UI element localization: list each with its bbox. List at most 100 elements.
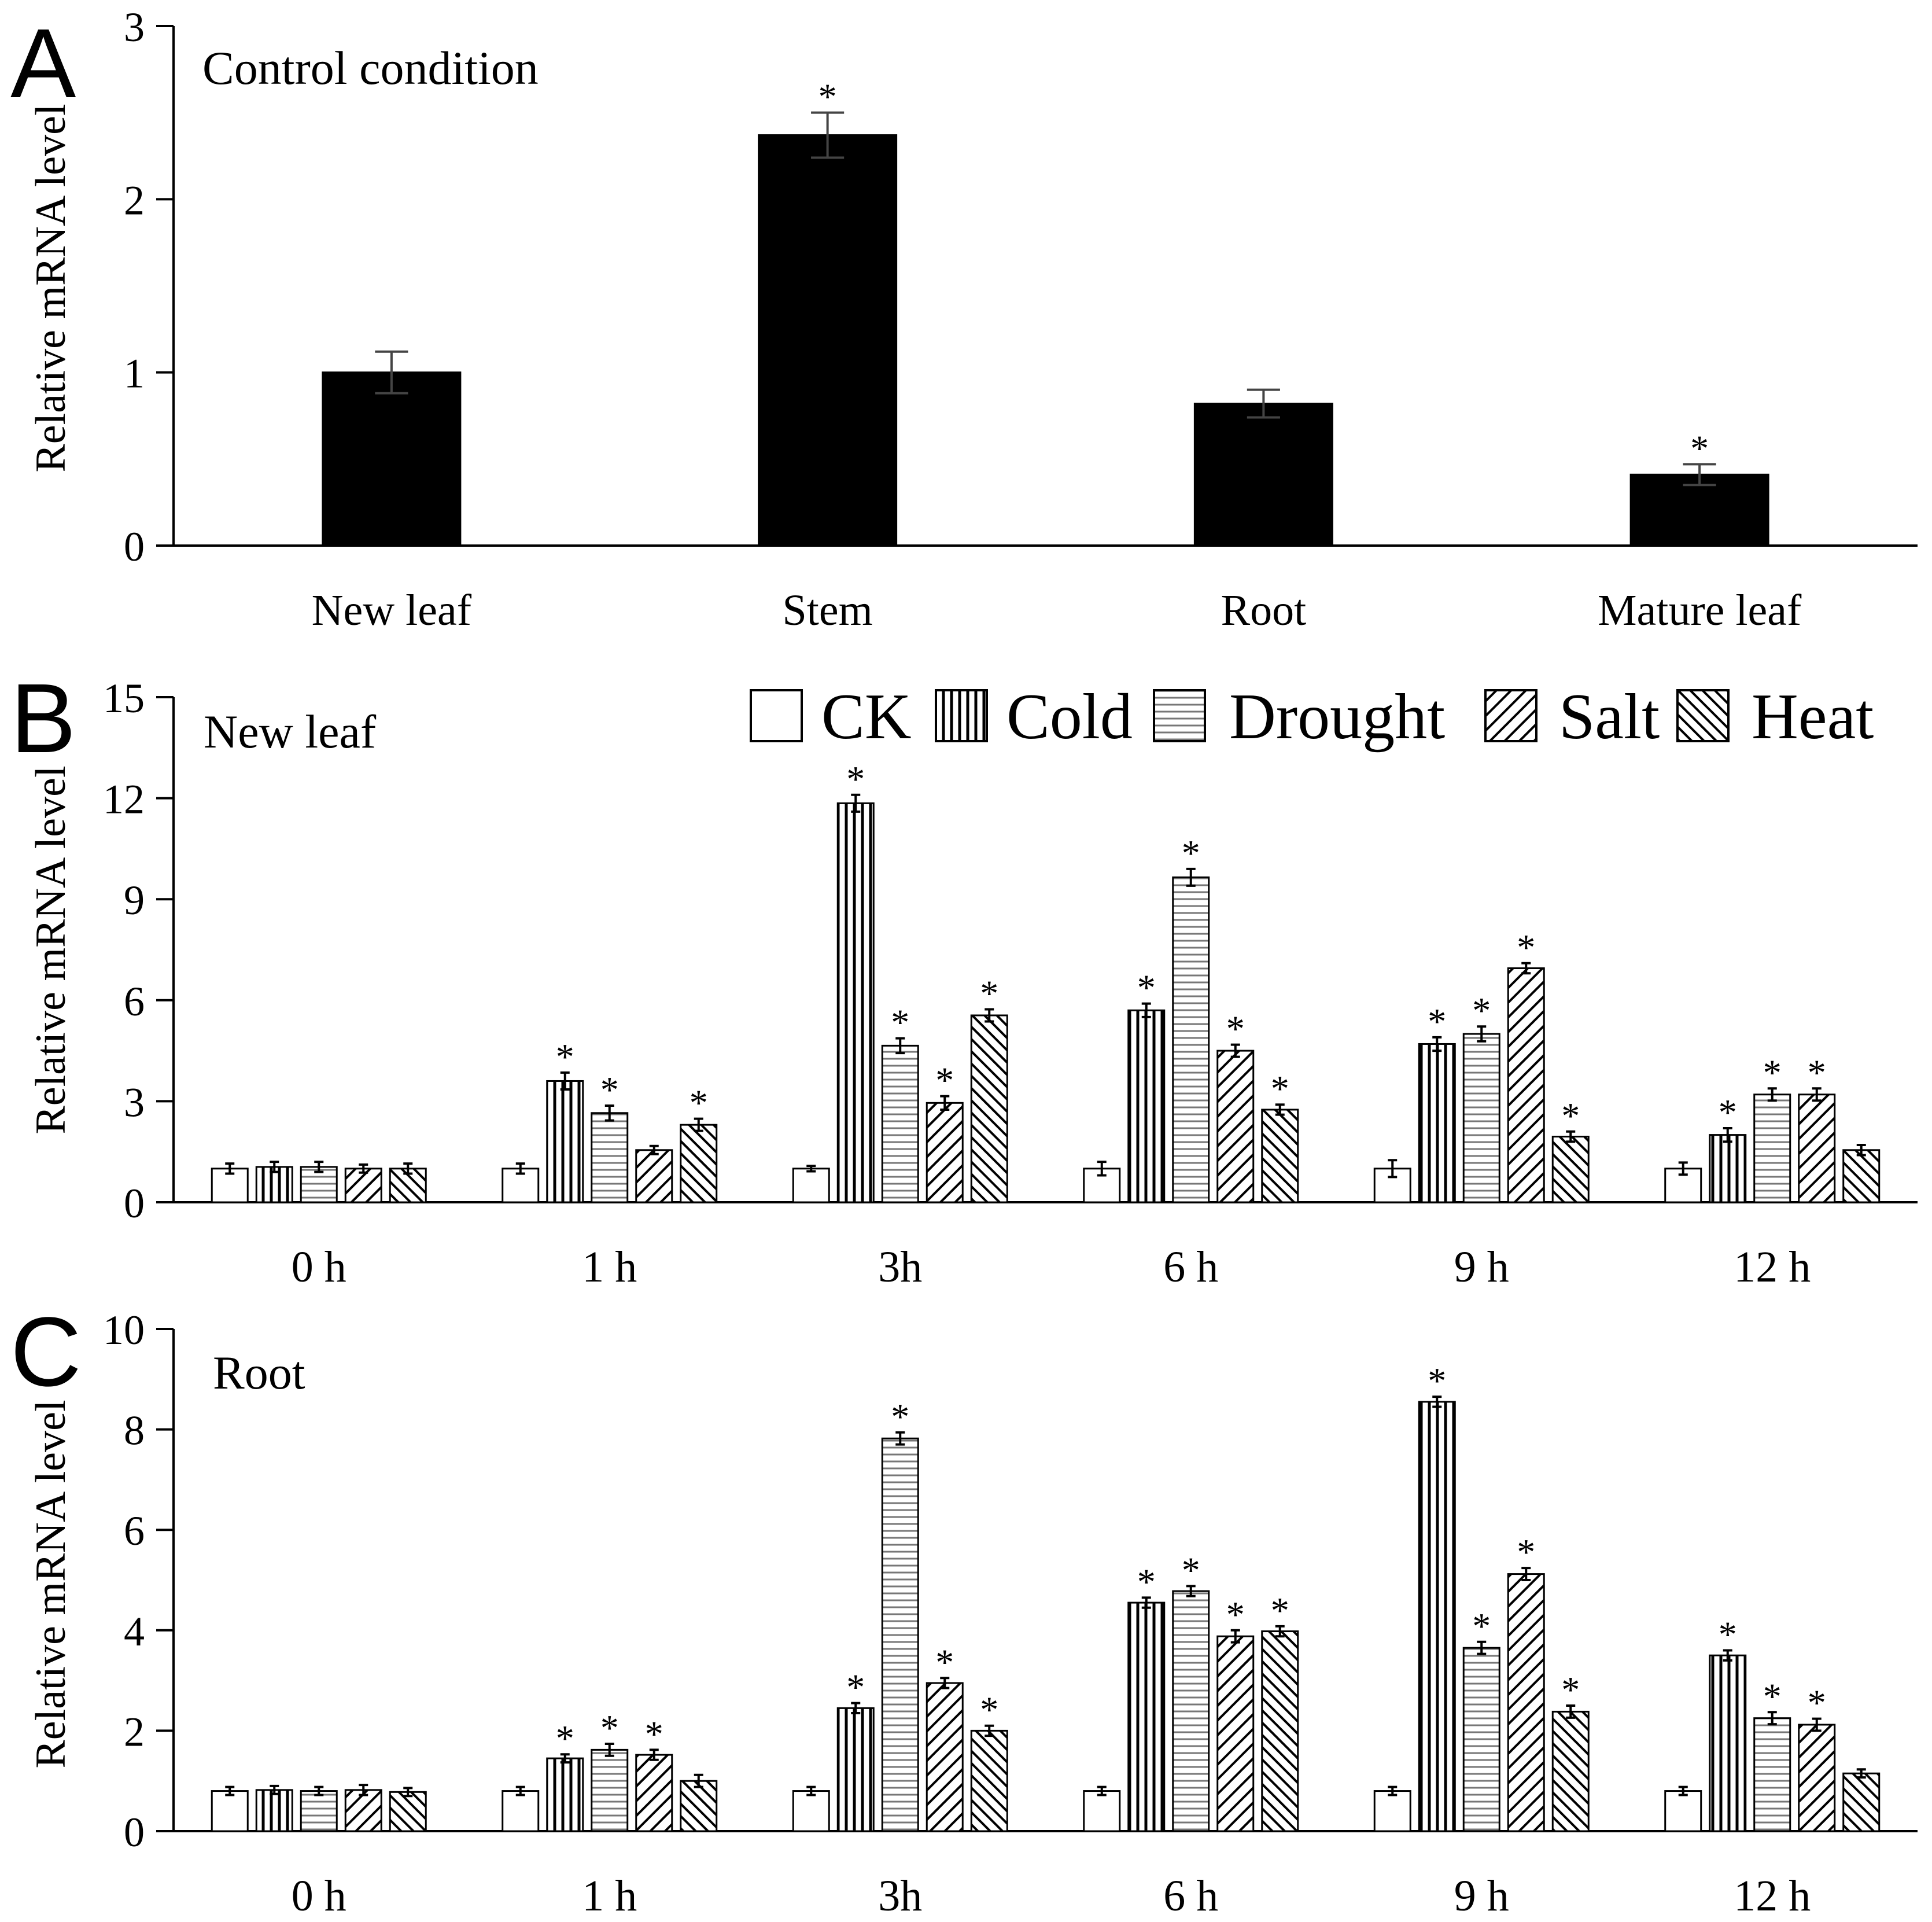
y-tick-label: 12: [103, 776, 145, 823]
bar-drought: [591, 1112, 629, 1203]
legend-label-cold: Cold: [1006, 681, 1133, 753]
bar-ck: [211, 1790, 249, 1832]
significance-star: *: [1271, 1068, 1289, 1109]
y-tick-label: 6: [124, 978, 145, 1025]
legend-label-heat: Heat: [1752, 681, 1874, 753]
significance-star: *: [1517, 1531, 1535, 1573]
bar-drought: [300, 1790, 338, 1832]
bar-drought: [1172, 876, 1210, 1203]
significance-star: *: [600, 1707, 619, 1748]
bar-cold: [1418, 1043, 1456, 1203]
significance-star: *: [980, 1689, 998, 1730]
y-tick-label: 8: [124, 1408, 145, 1454]
significance-star: *: [556, 1718, 574, 1759]
significance-star: *: [1271, 1590, 1289, 1631]
bar-cold: [1709, 1134, 1747, 1203]
x-category-label: 6 h: [1163, 1872, 1218, 1920]
significance-star: *: [935, 1641, 954, 1682]
panel-letter-a: A: [10, 9, 76, 119]
significance-star: *: [556, 1036, 574, 1077]
x-category-label: 0 h: [292, 1243, 346, 1291]
bar-ck: [1083, 1790, 1121, 1832]
significance-star: *: [1137, 1561, 1156, 1602]
bar-salt: [1798, 1093, 1836, 1203]
bar-heat: [1261, 1630, 1299, 1832]
significance-star: *: [1561, 1095, 1580, 1136]
significance-star: *: [891, 1002, 909, 1043]
y-tick-label: 0: [124, 1180, 145, 1227]
bar-heat: [1551, 1136, 1590, 1203]
panel-letter-c: C: [10, 1297, 82, 1407]
x-category-label: 1 h: [582, 1243, 637, 1291]
y-tick-label: 3: [124, 4, 145, 50]
panel-b-y-axis-label: Relative mRNA level: [27, 765, 75, 1134]
y-tick-label: 10: [103, 1307, 145, 1353]
y-tick-label: 15: [103, 675, 145, 721]
significance-star: *: [690, 1082, 708, 1124]
significance-star: *: [1719, 1614, 1737, 1655]
y-tick-label: 1: [124, 351, 145, 397]
bar-ck: [792, 1168, 830, 1203]
bar-salt: [1507, 967, 1545, 1203]
bar-salt: [926, 1682, 964, 1832]
significance-star: *: [1808, 1052, 1826, 1093]
y-tick-label: 4: [124, 1608, 145, 1655]
x-category-label: Stem: [783, 586, 873, 635]
significance-star: *: [1690, 428, 1709, 469]
x-category-label: 9 h: [1454, 1872, 1509, 1920]
x-category-label: 6 h: [1163, 1243, 1218, 1291]
bar-salt: [926, 1102, 964, 1203]
significance-star: *: [891, 1396, 909, 1437]
bar-heat: [1842, 1772, 1881, 1832]
y-tick-label: 2: [124, 177, 145, 223]
bar-drought: [591, 1748, 629, 1832]
panel-c-title: Root: [213, 1346, 305, 1399]
significance-star: *: [1226, 1008, 1245, 1050]
significance-star: *: [1561, 1669, 1580, 1710]
bar-drought: [1753, 1717, 1791, 1832]
bar-heat: [1261, 1109, 1299, 1203]
significance-star: *: [1517, 927, 1535, 968]
bar-cold: [836, 1707, 875, 1832]
bar-cold: [546, 1757, 584, 1832]
significance-star: *: [1472, 1606, 1491, 1647]
bar: [322, 371, 462, 547]
significance-star: *: [1428, 1360, 1446, 1401]
significance-star: *: [1472, 990, 1491, 1031]
bar-cold: [1127, 1009, 1166, 1203]
significance-star: *: [1719, 1092, 1737, 1133]
significance-star: *: [1226, 1594, 1245, 1635]
significance-star: *: [1763, 1676, 1782, 1717]
legend-label-drought: Drought: [1229, 681, 1445, 753]
significance-star: *: [645, 1713, 663, 1754]
x-category-label: Mature leaf: [1598, 586, 1802, 635]
significance-star: *: [935, 1060, 954, 1101]
x-category-label: 12 h: [1734, 1872, 1811, 1920]
significance-star: *: [1182, 833, 1200, 874]
panel-a-y-axis-label: Relative mRNA level: [27, 104, 75, 472]
significance-star: *: [846, 1667, 865, 1708]
bar-heat: [1551, 1710, 1590, 1832]
bar-cold: [836, 802, 875, 1203]
bar-ck: [792, 1790, 830, 1832]
legend-swatch-ck: [750, 689, 803, 742]
y-tick-label: 6: [124, 1508, 145, 1554]
significance-star: *: [600, 1069, 619, 1110]
bar-salt: [1798, 1724, 1836, 1832]
bar-cold: [546, 1080, 584, 1203]
panel-c-y-axis-label: Relative mRNA level: [27, 1400, 75, 1768]
legend-swatch-salt: [1484, 689, 1538, 742]
bar-drought: [1753, 1093, 1791, 1203]
x-category-label: 3h: [878, 1872, 922, 1920]
x-category-label: Root: [1221, 586, 1306, 635]
legend-swatch-drought: [1153, 689, 1206, 742]
legend-label-salt: Salt: [1559, 681, 1660, 753]
legend-label-ck: CK: [821, 681, 912, 753]
bar-cold: [1418, 1401, 1456, 1832]
x-category-label: 9 h: [1454, 1243, 1509, 1291]
x-category-label: New leaf: [312, 586, 472, 635]
panel-a-title: Control condition: [202, 42, 539, 94]
bar-drought: [881, 1044, 919, 1203]
significance-star: *: [1808, 1682, 1826, 1724]
